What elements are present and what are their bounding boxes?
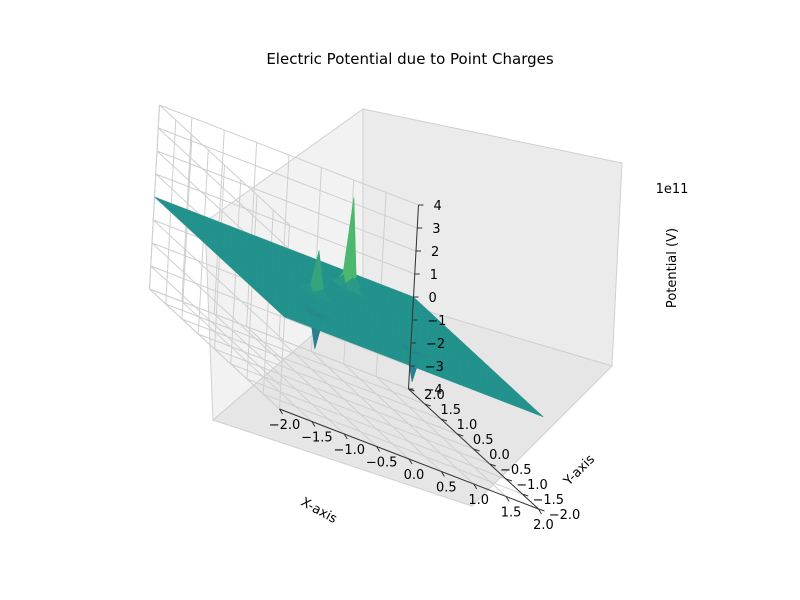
x-tick (538, 508, 542, 515)
x-tick (440, 471, 445, 477)
floor-gridline-y (165, 303, 425, 405)
y-tick (538, 508, 545, 512)
x-tick-label: −2.0 (269, 418, 301, 433)
z-offset-label: 1e11 (656, 182, 689, 197)
y-tick-label: 0.5 (473, 433, 494, 448)
chart-title: Electric Potential due to Point Charges (266, 50, 554, 68)
z-tick-label: 3 (432, 222, 440, 237)
z-tick-label: −4 (424, 383, 443, 398)
x-tick-label: −1.5 (301, 431, 333, 446)
surface-cell (533, 411, 544, 418)
z-tick-label: −1 (427, 314, 446, 329)
z-tick-label: 4 (434, 199, 442, 214)
floor-gridline-y (230, 363, 490, 465)
side-gridline-z (149, 288, 280, 410)
floor-gridline-y (246, 378, 507, 480)
back-gridline-z (149, 288, 409, 390)
back-gridline-z (150, 265, 410, 367)
y-tick-label: −1.0 (516, 478, 548, 493)
y-tick-label: −1.5 (532, 493, 564, 508)
y-tick (457, 433, 464, 437)
x-tick (376, 446, 381, 452)
side-gridline-z (159, 104, 290, 226)
z-axis-label: Potential (V) (665, 228, 680, 308)
side-gridline-z (157, 127, 289, 249)
x-tick (505, 496, 510, 502)
x-tick (279, 408, 283, 415)
y-tick-label: −2.0 (549, 508, 581, 523)
back-gridline-z (156, 150, 417, 252)
back-gridline-z (159, 104, 419, 206)
back-gridline-z (155, 173, 415, 275)
z-tick-label: 0 (429, 291, 437, 306)
floor-gridline-y (214, 348, 474, 450)
y-tick (505, 478, 513, 482)
x-tick (311, 421, 316, 427)
side-gridline-z (150, 265, 282, 387)
back-gridline-z (158, 127, 418, 229)
z-tick-label: −2 (426, 337, 445, 352)
z-tick-label: 2 (431, 245, 439, 260)
y-tick-label: 2.0 (424, 388, 445, 403)
x-tick-label: −1.0 (333, 443, 365, 458)
floor-gridline-y (198, 333, 458, 435)
floor-gridline-y (181, 318, 442, 420)
y-tick (489, 463, 496, 467)
x-tick-label: 2.0 (533, 518, 554, 533)
x-tick-label: 1.0 (468, 493, 489, 508)
y-tick-label: 1.5 (440, 403, 461, 418)
x-tick (408, 458, 413, 465)
x-tick-label: −0.5 (366, 456, 398, 471)
y-tick-label: −0.5 (500, 463, 532, 478)
floor-gridline-y (263, 393, 523, 495)
z-tick-label: −3 (425, 360, 444, 375)
axes: −2.0−1.5−1.0−0.50.00.51.01.52.0−2.0−1.5−… (269, 199, 581, 533)
side-gridline-z (151, 242, 283, 364)
y-tick (522, 493, 529, 497)
x-tick-label: 1.5 (501, 506, 522, 521)
y-tick (440, 418, 448, 422)
x-tick-label: 0.0 (404, 468, 425, 483)
z-tick-label: 1 (430, 268, 438, 283)
potential-surface (154, 196, 544, 418)
y-tick-label: 1.0 (457, 418, 478, 433)
x-tick (343, 433, 348, 440)
x-tick-label: 0.5 (436, 481, 457, 496)
y-tick (473, 448, 480, 452)
x-tick (473, 483, 478, 490)
y-tick-label: 0.0 (489, 448, 510, 463)
side-gridline-z (152, 219, 284, 341)
y-tick (424, 403, 431, 407)
